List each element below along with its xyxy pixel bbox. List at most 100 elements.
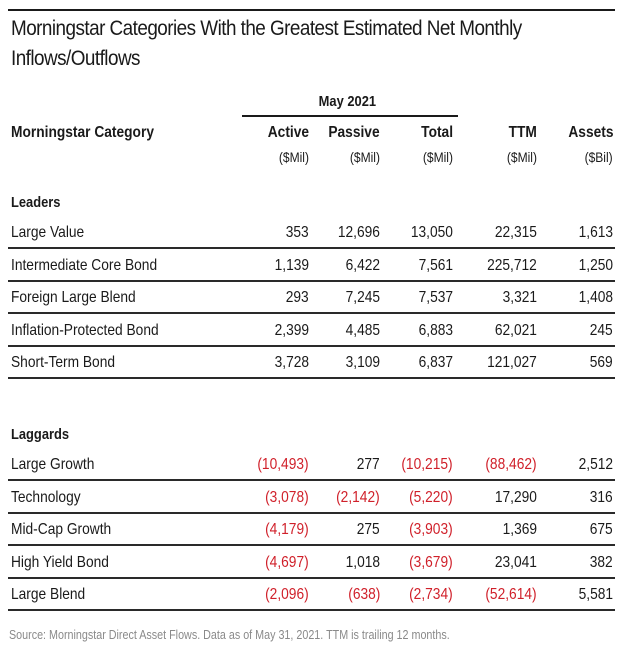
cell-total: (3,903) [402,519,453,541]
header-category: Morningstar Category [11,121,177,145]
cell-passive: 4,485 [340,320,380,342]
cell-assets: 5,581 [573,584,613,606]
cell-total: (2,734) [402,584,453,606]
header-assets-label: Assets [567,124,613,141]
row-divider [8,279,615,282]
header-ttm-label: TTM [508,124,537,141]
cell-value: 13,050 [410,224,453,241]
cell-assets: 1,250 [573,255,613,277]
cell-value: 6,883 [418,321,453,339]
cell-value: 1,250 [578,256,613,274]
header-active: Active [261,121,309,145]
cell-total: (10,215) [393,454,453,476]
category-name: Technology [11,487,92,509]
unit-text: ($Mil) [422,149,453,165]
row-divider [8,544,615,547]
table-row: High Yield Bond (4,697) 1,018 (3,679) 23,041… [8,547,615,579]
cell-active: (2,096) [258,584,309,606]
cell-value: 2,399 [274,321,309,339]
cell-total: 6,837 [413,352,453,374]
row-divider [8,344,615,347]
cell-assets: 1,613 [573,222,613,244]
category-name-text: Large Growth [11,456,95,473]
cell-value: 3,728 [274,354,309,372]
header-passive-label: Passive [328,124,380,141]
category-name: High Yield Bond [11,552,125,574]
cell-value: 1,139 [274,256,309,274]
cell-ttm: 23,041 [488,552,537,574]
cell-value: 12,696 [337,224,380,241]
cell-value: 23,041 [494,553,537,571]
category-name: Large Blend [11,584,97,606]
cell-value: 1,613 [578,224,613,241]
cell-value: (3,679) [409,553,453,571]
header-category-label: Morningstar Category [11,124,154,141]
cell-value: 7,245 [345,289,380,307]
cell-value: 1,408 [578,289,613,307]
cell-active: (10,493) [249,454,309,476]
header-ttm: TTM [504,121,537,145]
cell-value: 2,512 [578,456,613,473]
category-name: Foreign Large Blend [11,287,156,309]
cell-ttm: 225,712 [479,255,537,277]
cell-value: 4,485 [345,321,380,339]
row-divider [8,247,615,249]
title-line-2: Inflows/Outflows [11,47,141,70]
cell-value: (2,734) [409,586,453,604]
row-divider [8,609,615,612]
cell-active: (3,078) [258,487,309,509]
row-divider [8,511,615,514]
header-ttm-unit: ($Mil) [502,146,537,168]
cell-total: 13,050 [404,222,453,244]
unit-text: ($Bil) [584,149,613,165]
cell-passive: 277 [353,454,380,476]
column-group-rule [242,115,458,117]
table-row: Intermediate Core Bond 1,139 6,422 7,561 225… [8,250,615,282]
cell-value: 353 [286,224,309,241]
cell-passive: 12,696 [331,222,380,244]
cell-passive: (2,142) [329,487,380,509]
section-label-text: Leaders [11,194,61,211]
cell-value: (10,493) [257,456,309,473]
cell-active: (4,697) [258,552,309,574]
row-divider [8,312,615,315]
header-total: Total [416,121,453,145]
cell-passive: 275 [353,519,380,541]
cell-value: (2,096) [265,586,309,604]
cell-value: 7,537 [418,289,453,307]
row-divider [8,479,615,481]
group-label-text: May 2021 [318,93,377,110]
unit-text: ($Mil) [349,149,380,165]
title-line-1: Morningstar Categories With the Greatest… [11,17,522,40]
cell-value: 6,422 [345,256,380,274]
cell-assets: 1,408 [573,287,613,309]
cell-assets: 2,512 [573,454,613,476]
cell-value: 3,321 [502,289,537,307]
cell-total: (5,220) [402,487,453,509]
section-label-leaders: Leaders [11,192,69,214]
cell-value: 569 [590,354,613,372]
header-assets: Assets [561,121,613,145]
cell-value: 1,369 [502,521,537,539]
cell-active: 1,139 [269,255,309,277]
header-assets-unit: ($Bil) [580,146,613,168]
category-name: Large Growth [11,454,108,476]
cell-value: (5,220) [409,488,453,506]
cell-value: (4,697) [265,553,309,571]
category-name: Intermediate Core Bond [11,255,181,277]
cell-value: 293 [286,289,309,307]
cell-total: (3,679) [402,552,453,574]
category-name-text: Short-Term Bond [11,354,116,372]
cell-value: (10,215) [401,456,453,473]
cell-value: 675 [590,521,613,539]
cell-assets: 245 [586,320,613,342]
category-name: Inflation-Protected Bond [11,320,183,342]
cell-assets: 675 [586,519,613,541]
cell-ttm: 17,290 [488,487,537,509]
cell-active: (4,179) [258,519,309,541]
column-group-label: May 2021 [240,92,455,112]
cell-assets: 316 [586,487,613,509]
cell-value: 316 [590,488,613,506]
cell-value: 382 [590,553,613,571]
table-row: Technology (3,078) (2,142) (5,220) 17,290 316 [8,482,615,514]
